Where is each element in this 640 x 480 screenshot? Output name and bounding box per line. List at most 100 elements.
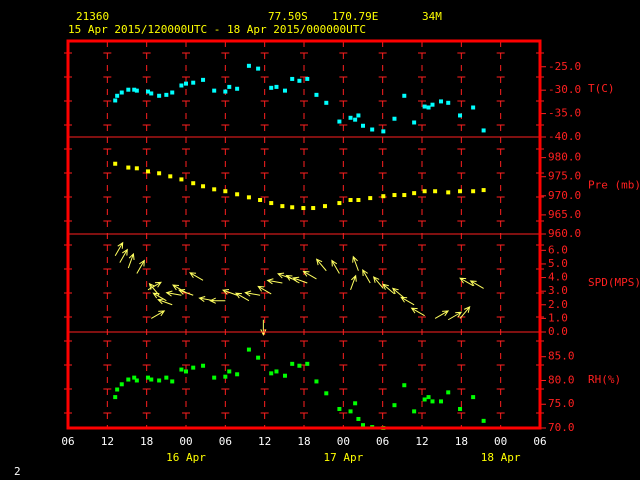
wind-arrow [221, 289, 238, 296]
y-tick-label: 75.0 [548, 397, 575, 410]
data-point [274, 369, 279, 374]
data-point [471, 395, 476, 400]
data-point [290, 76, 295, 81]
data-point [324, 100, 329, 105]
data-point [246, 195, 251, 200]
data-point [282, 373, 287, 378]
data-point [361, 423, 365, 428]
day-label: 18 Apr [481, 451, 521, 464]
data-point [458, 189, 463, 194]
y-tick-label: 70.0 [548, 421, 575, 434]
wind-arrow [331, 259, 340, 274]
data-point [426, 395, 431, 400]
y-tick-label: 85.0 [548, 350, 575, 363]
wind-arrow [469, 280, 484, 289]
y-tick-label: 3.0 [548, 284, 568, 297]
data-point [282, 88, 287, 93]
data-point [430, 399, 435, 404]
y-tick-label: 970.0 [548, 189, 581, 202]
data-point [201, 184, 206, 189]
day-label: 16 Apr [166, 451, 206, 464]
wind-arrow [189, 272, 204, 281]
wind-arrow [244, 290, 261, 297]
data-point [258, 198, 263, 203]
wind-arrow [172, 284, 187, 293]
data-point [269, 371, 274, 376]
x-tick-label: 00 [494, 435, 507, 448]
wind-arrow [209, 297, 226, 304]
y-tick-label: -35.0 [548, 107, 581, 120]
x-tick-label: 12 [415, 435, 428, 448]
data-point [145, 169, 150, 174]
x-tick-label: 06 [61, 435, 74, 448]
wind-arrow [119, 248, 128, 263]
data-point [481, 188, 486, 193]
data-point [246, 63, 251, 68]
data-point [212, 375, 217, 380]
x-tick-label: 06 [219, 435, 232, 448]
wind-arrow [434, 310, 450, 319]
wind-arrow [292, 276, 308, 284]
wind-arrow [352, 255, 359, 271]
y-axis-label: T(C) [588, 82, 615, 95]
data-point [223, 374, 228, 379]
data-point [235, 372, 240, 377]
data-point [164, 375, 169, 380]
data-point [356, 198, 361, 203]
data-point [274, 84, 279, 89]
data-point [113, 395, 118, 400]
x-tick-label: 06 [376, 435, 389, 448]
wind-arrow [114, 241, 124, 257]
y-axis-label: Pre (mb) [588, 179, 640, 192]
data-point [353, 117, 358, 122]
data-point [322, 204, 327, 209]
y-axis-label: SPD(MPS) [588, 276, 640, 289]
x-tick-label: 12 [101, 435, 114, 448]
data-point [446, 390, 451, 395]
data-point [256, 66, 261, 71]
wind-arrow [362, 269, 371, 284]
data-point [381, 129, 386, 134]
data-point [402, 383, 407, 388]
data-point [115, 387, 120, 392]
wind-arrow [257, 285, 272, 295]
data-point [132, 375, 137, 380]
wind-arrow [447, 311, 463, 321]
wind-arrow [400, 296, 415, 306]
y-tick-label: -30.0 [548, 83, 581, 96]
data-point [412, 191, 417, 196]
y-tick-label: 980.0 [548, 151, 581, 164]
data-point [426, 105, 431, 110]
data-point [356, 113, 361, 118]
data-point [145, 89, 150, 94]
x-tick-label: 18 [297, 435, 310, 448]
data-point [301, 206, 306, 211]
x-tick-label: 12 [258, 435, 271, 448]
data-point [348, 115, 353, 120]
data-point [170, 379, 175, 384]
data-point [184, 81, 188, 86]
data-point [157, 93, 162, 98]
data-point [324, 391, 329, 396]
data-point [126, 87, 131, 92]
data-point [246, 347, 251, 352]
data-point [430, 102, 435, 107]
data-point [201, 77, 206, 82]
y-tick-label: 965.0 [548, 208, 581, 221]
data-point [311, 206, 316, 211]
data-point [422, 397, 427, 402]
wind-arrow [459, 277, 474, 287]
data-point [191, 80, 196, 85]
data-point [126, 377, 131, 382]
data-point [402, 93, 407, 98]
data-point [280, 204, 285, 209]
x-tick-label: 00 [337, 435, 350, 448]
data-point [314, 92, 319, 97]
y-tick-label: 975.0 [548, 170, 581, 183]
data-point [119, 90, 124, 95]
data-point [471, 105, 476, 110]
wind-arrow [136, 259, 145, 274]
wind-arrow [315, 258, 327, 272]
data-point [256, 355, 261, 360]
